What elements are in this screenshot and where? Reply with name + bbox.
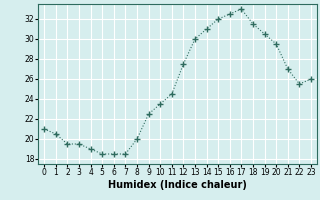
X-axis label: Humidex (Indice chaleur): Humidex (Indice chaleur) bbox=[108, 180, 247, 190]
